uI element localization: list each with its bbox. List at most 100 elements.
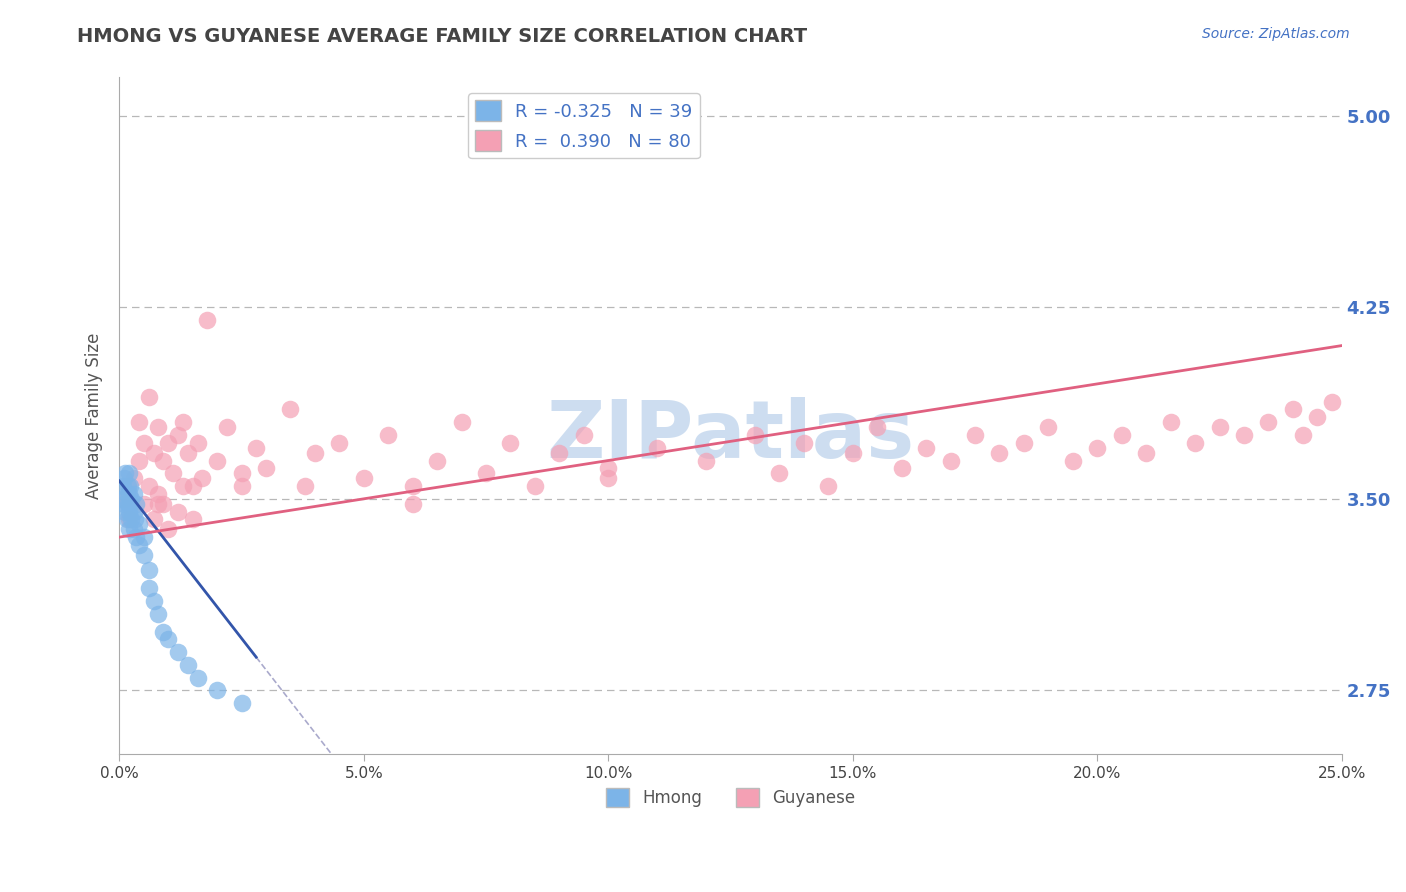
Point xyxy=(122,505,145,519)
Point xyxy=(142,594,165,608)
Point xyxy=(1208,420,1230,434)
Point xyxy=(125,497,148,511)
Point xyxy=(124,512,146,526)
Point xyxy=(793,435,815,450)
Point xyxy=(138,581,160,595)
Point xyxy=(1257,415,1279,429)
Point xyxy=(475,467,498,481)
Point xyxy=(231,696,253,710)
Point xyxy=(744,428,766,442)
Point xyxy=(167,645,190,659)
Point xyxy=(172,479,194,493)
Point xyxy=(115,512,138,526)
Point xyxy=(152,453,174,467)
Point xyxy=(148,486,170,500)
Point xyxy=(499,435,522,450)
Point xyxy=(142,446,165,460)
Point xyxy=(118,479,141,493)
Point xyxy=(328,435,350,450)
Y-axis label: Average Family Size: Average Family Size xyxy=(86,333,103,499)
Point xyxy=(1085,441,1108,455)
Point xyxy=(138,563,160,577)
Point xyxy=(377,428,399,442)
Point xyxy=(215,420,238,434)
Point xyxy=(157,435,180,450)
Point xyxy=(128,517,150,532)
Point xyxy=(402,497,425,511)
Point xyxy=(162,467,184,481)
Point xyxy=(191,471,214,485)
Point xyxy=(112,491,135,506)
Point xyxy=(114,505,136,519)
Point xyxy=(114,467,136,481)
Point xyxy=(167,505,190,519)
Point xyxy=(118,486,141,500)
Point xyxy=(111,491,134,506)
Point xyxy=(1062,453,1084,467)
Point xyxy=(294,479,316,493)
Point xyxy=(426,453,449,467)
Legend: Hmong, Guyanese: Hmong, Guyanese xyxy=(599,781,862,814)
Point xyxy=(122,471,145,485)
Point xyxy=(132,435,155,450)
Point xyxy=(117,479,139,493)
Point xyxy=(645,441,668,455)
Point xyxy=(157,523,180,537)
Point xyxy=(125,530,148,544)
Point xyxy=(186,435,208,450)
Point xyxy=(181,512,204,526)
Point xyxy=(523,479,546,493)
Point xyxy=(963,428,986,442)
Point xyxy=(157,632,180,647)
Point xyxy=(1282,402,1305,417)
Point xyxy=(118,467,141,481)
Point xyxy=(132,497,155,511)
Point xyxy=(112,471,135,485)
Point xyxy=(121,491,143,506)
Point xyxy=(939,453,962,467)
Point xyxy=(205,453,228,467)
Point xyxy=(353,471,375,485)
Point xyxy=(167,428,190,442)
Point xyxy=(915,441,938,455)
Point xyxy=(866,420,889,434)
Point xyxy=(177,446,200,460)
Point xyxy=(132,530,155,544)
Point xyxy=(402,479,425,493)
Point xyxy=(205,683,228,698)
Point xyxy=(1306,410,1329,425)
Point xyxy=(138,390,160,404)
Point xyxy=(768,467,790,481)
Point xyxy=(112,479,135,493)
Point xyxy=(117,497,139,511)
Point xyxy=(1160,415,1182,429)
Point xyxy=(122,486,145,500)
Point xyxy=(1233,428,1256,442)
Point xyxy=(148,497,170,511)
Point xyxy=(450,415,472,429)
Point xyxy=(195,313,218,327)
Point xyxy=(572,428,595,442)
Point xyxy=(115,486,138,500)
Point xyxy=(1320,394,1343,409)
Point xyxy=(304,446,326,460)
Point xyxy=(128,453,150,467)
Point xyxy=(128,538,150,552)
Point xyxy=(132,548,155,562)
Point xyxy=(152,497,174,511)
Point xyxy=(695,453,717,467)
Point xyxy=(152,624,174,639)
Point xyxy=(245,441,267,455)
Point xyxy=(1291,428,1313,442)
Point xyxy=(172,415,194,429)
Point xyxy=(842,446,865,460)
Point xyxy=(817,479,839,493)
Point xyxy=(118,512,141,526)
Point xyxy=(1111,428,1133,442)
Point xyxy=(1038,420,1060,434)
Point xyxy=(254,461,277,475)
Point xyxy=(118,497,141,511)
Point xyxy=(1135,446,1157,460)
Point xyxy=(122,523,145,537)
Point xyxy=(231,479,253,493)
